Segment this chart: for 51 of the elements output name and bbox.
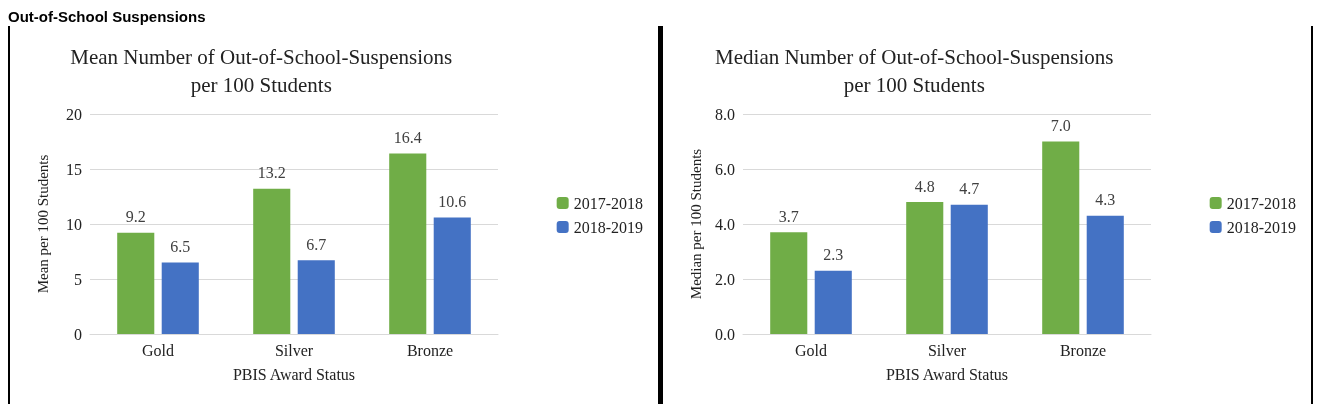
bar: [906, 202, 944, 334]
data-label: 16.4: [393, 129, 422, 147]
y-axis-title: Mean per 100 Students: [34, 154, 51, 294]
data-label: 13.2: [257, 164, 286, 182]
text: Out-of-School Suspensions: [8, 8, 207, 26]
y-tick-label: 10: [66, 215, 82, 233]
bar: [433, 217, 471, 334]
legend-label: 2018-2019: [1226, 218, 1296, 236]
data-label: 7.0: [1050, 117, 1071, 134]
y-tick-label: 20: [66, 105, 82, 123]
y-tick-label: 4.0: [715, 215, 735, 233]
data-label: 4.8: [914, 177, 935, 195]
x-tick-label: Gold: [142, 341, 174, 359]
data-label: 10.6: [438, 192, 467, 210]
data-label: 4.3: [1095, 191, 1116, 209]
legend-label: 2017-2018: [573, 194, 643, 212]
x-tick-label: Silver: [274, 341, 314, 359]
bar: [770, 232, 808, 334]
data-label: 6.7: [306, 235, 327, 253]
x-tick-label: Bronze: [1059, 341, 1107, 359]
data-label: 6.5: [170, 238, 191, 255]
data-label: 2.3: [823, 246, 844, 264]
y-tick-label: 6.0: [715, 160, 735, 178]
chart-title: Median Number of Out-of-School-Suspensions per 100 Students: [715, 45, 1114, 97]
bar: [389, 153, 427, 334]
x-axis-title: PBIS Award Status: [885, 365, 1009, 383]
bar: [117, 232, 155, 334]
y-tick-label: 2.0: [715, 270, 735, 288]
bar: [1086, 215, 1124, 334]
x-tick-label: Bronze: [406, 341, 454, 359]
legend-label: 2017-2018: [1226, 194, 1296, 212]
bar: [950, 204, 988, 334]
y-tick-label: 0.0: [715, 325, 735, 343]
bar: [161, 262, 199, 334]
chart-title: Mean Number of Out-of-School-Suspensions per 100 Students: [70, 45, 453, 97]
y-tick-label: 0: [74, 325, 82, 343]
x-tick-label: Gold: [795, 341, 827, 359]
bar: [1042, 141, 1080, 334]
data-label: 3.7: [778, 207, 799, 225]
data-label: 4.7: [959, 180, 980, 198]
y-tick-label: 5: [74, 270, 82, 288]
x-tick-label: Silver: [927, 341, 967, 359]
bar: [253, 188, 291, 334]
data-label: 9.2: [125, 208, 146, 226]
bar: [814, 270, 852, 334]
y-tick-label: 8.0: [715, 105, 735, 123]
legend-label: 2018-2019: [573, 218, 643, 236]
x-axis-title: PBIS Award Status: [232, 365, 356, 383]
y-axis-title: Median per 100 Students: [687, 148, 704, 300]
y-tick-label: 15: [66, 160, 82, 178]
bar: [297, 260, 335, 334]
